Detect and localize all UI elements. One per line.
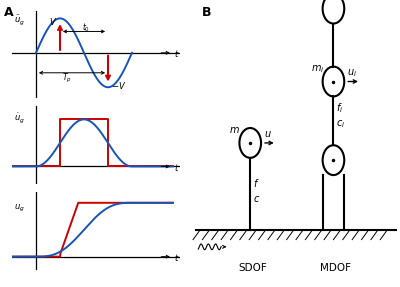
Text: $m$: $m$ — [230, 125, 240, 135]
Text: $t$: $t$ — [174, 48, 180, 59]
Text: A: A — [4, 6, 14, 19]
Text: $-V$: $-V$ — [111, 80, 126, 91]
Text: $\dot{u}_g$: $\dot{u}_g$ — [14, 112, 25, 126]
Text: B: B — [202, 6, 212, 19]
Text: $f_i$: $f_i$ — [336, 101, 344, 115]
Text: $\ddot{u}_g$: $\ddot{u}_g$ — [14, 14, 25, 28]
Text: MDOF: MDOF — [320, 263, 351, 273]
Text: $c$: $c$ — [253, 194, 260, 204]
Text: $f$: $f$ — [253, 177, 260, 189]
Text: $c_i$: $c_i$ — [336, 119, 346, 131]
Text: $t_0$: $t_0$ — [82, 21, 90, 34]
Text: $t$: $t$ — [174, 252, 180, 263]
Text: $m_i$: $m_i$ — [310, 63, 324, 75]
Text: $t$: $t$ — [174, 162, 180, 173]
Text: $u_i$: $u_i$ — [347, 67, 357, 79]
Text: $T_p$: $T_p$ — [62, 72, 72, 85]
Text: $V$: $V$ — [50, 15, 58, 27]
Text: $u$: $u$ — [264, 129, 271, 139]
Text: $u_g$: $u_g$ — [14, 203, 25, 214]
Text: SDOF: SDOF — [239, 263, 268, 273]
